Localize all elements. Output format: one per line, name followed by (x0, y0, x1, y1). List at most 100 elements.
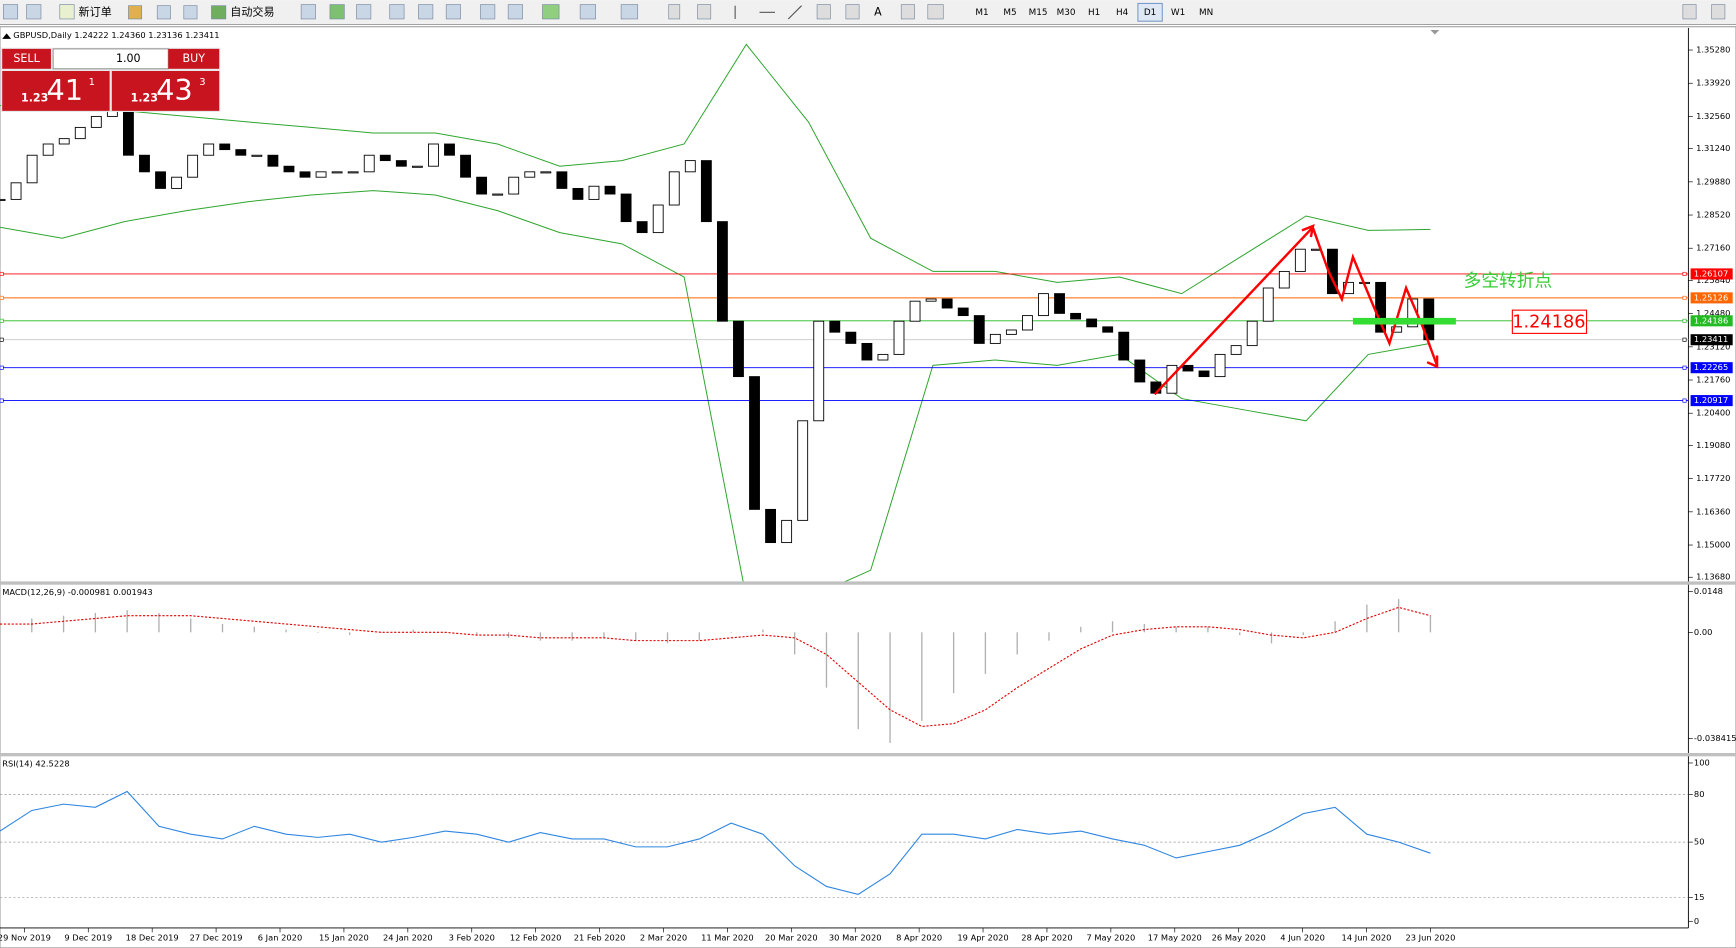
macd-bar (984, 632, 987, 674)
sell-price-small: 1 (89, 77, 95, 88)
sell-price-main: 41 (46, 73, 83, 107)
candle (1198, 370, 1210, 378)
macd-bar (1397, 599, 1400, 633)
timeframe-button[interactable]: M1 (975, 8, 988, 18)
timeframe-button[interactable]: M5 (1003, 8, 1016, 18)
candle (315, 171, 327, 178)
lot-field[interactable] (52, 48, 169, 70)
buy-price-box[interactable] (111, 71, 220, 111)
new-order-button[interactable]: 新订单 (79, 4, 112, 18)
macd-bar (1302, 632, 1304, 636)
timeframe-button[interactable]: D1 (1144, 8, 1156, 18)
candle (957, 307, 969, 317)
price-level-tag (1690, 362, 1733, 374)
timeframe-button[interactable]: H1 (1088, 8, 1100, 18)
one-click-trading: SELL 1.00 BUY 1.23 41 1 1.23 43 3 (1, 47, 221, 112)
timeframe-button[interactable]: MN (1199, 8, 1213, 18)
x-tick-label: 18 Dec 2019 (126, 932, 179, 942)
y-tick-label: 1.17720 (1696, 473, 1730, 483)
price-level-end (1682, 398, 1687, 403)
candle (829, 320, 841, 333)
level-marker (1352, 317, 1456, 325)
y-tick-label: 1.29880 (1696, 176, 1730, 186)
candle (909, 300, 921, 322)
toolbar (0, 0, 1736, 25)
macd-bar (94, 612, 97, 633)
x-tick-label: 28 Apr 2020 (1021, 932, 1072, 942)
macd-bar (380, 632, 383, 633)
timeframe-button[interactable]: W1 (1171, 8, 1185, 18)
candle (26, 154, 38, 184)
candle (1246, 320, 1258, 347)
timeframe-button[interactable]: M15 (1029, 8, 1048, 18)
macd-title: MACD(12,26,9) -0.000981 0.001943 (2, 587, 152, 597)
candle (1054, 293, 1065, 314)
candle (1214, 353, 1226, 378)
candle (797, 420, 809, 521)
macd-tick-label: 0.0148 (1694, 586, 1723, 596)
macd-bar (1366, 604, 1368, 633)
buy-button[interactable] (168, 48, 220, 69)
candle (42, 143, 54, 156)
x-tick-label: 9 Dec 2019 (64, 932, 112, 942)
candle (187, 154, 199, 178)
candle (1391, 326, 1403, 333)
chart-window (0, 26, 1736, 948)
x-tick-label: 30 Mar 2020 (829, 932, 882, 942)
candle (700, 160, 712, 223)
timeframe-button[interactable]: H4 (1116, 8, 1129, 18)
candle (716, 221, 728, 322)
macd-bar (635, 632, 637, 641)
candle (620, 193, 632, 223)
x-tick-label: 2 Mar 2020 (640, 932, 687, 942)
x-tick-label: 6 Jan 2020 (258, 932, 302, 942)
auto-trading-button[interactable]: 自动交易 (230, 4, 274, 18)
x-tick-label: 8 Apr 2020 (896, 932, 942, 942)
x-tick-label: 24 Jan 2020 (383, 932, 433, 942)
toolbar-icons[interactable] (2, 4, 1726, 20)
x-tick-label: 21 Feb 2020 (574, 932, 626, 942)
macd-bar (62, 615, 65, 633)
candle (684, 160, 696, 173)
price-level-label: 1.23411 (1694, 334, 1728, 344)
candle (572, 187, 584, 200)
text-tool[interactable]: A (874, 5, 882, 18)
candle (781, 519, 793, 544)
turning-point-label: 多空转折点 (1464, 270, 1553, 291)
candle (813, 320, 825, 422)
sell-button[interactable] (2, 48, 51, 69)
price-level-label: 1.24186 (1694, 315, 1728, 325)
macd-bar (603, 632, 605, 638)
shift-marker (1430, 30, 1440, 35)
x-tick-label: 26 May 2020 (1212, 932, 1266, 942)
macd-bar (571, 632, 573, 641)
x-tick-label: 7 May 2020 (1086, 932, 1135, 942)
macd-bar (1207, 626, 1209, 633)
price-level-end (0, 295, 4, 300)
timeframe-button[interactable]: M30 (1057, 8, 1076, 18)
macd-bar (1143, 624, 1146, 633)
sell-price-box[interactable] (2, 71, 110, 111)
price-level-end (0, 337, 4, 342)
y-tick-label: 1.33920 (1696, 78, 1730, 88)
price-level-end (1682, 337, 1687, 342)
candle (877, 353, 889, 361)
level-box (1511, 309, 1588, 334)
price-level-end (1682, 318, 1687, 323)
x-tick-label: 27 Dec 2019 (190, 932, 243, 942)
y-tick-label: 1.25840 (1696, 275, 1730, 285)
candle (893, 320, 905, 355)
price-level-label: 1.25126 (1694, 292, 1728, 302)
candle (668, 171, 680, 206)
price-level-end (0, 398, 4, 403)
toolbar-line-tools[interactable] (734, 5, 802, 20)
y-tick-label: 1.27160 (1696, 243, 1730, 253)
macd-bar (0, 621, 1, 633)
candle (508, 176, 520, 195)
candle (139, 154, 150, 173)
candle (58, 138, 70, 145)
macd-bar (1270, 632, 1273, 644)
x-tick-label: 15 Jan 2020 (319, 932, 369, 942)
candle (1134, 359, 1146, 383)
